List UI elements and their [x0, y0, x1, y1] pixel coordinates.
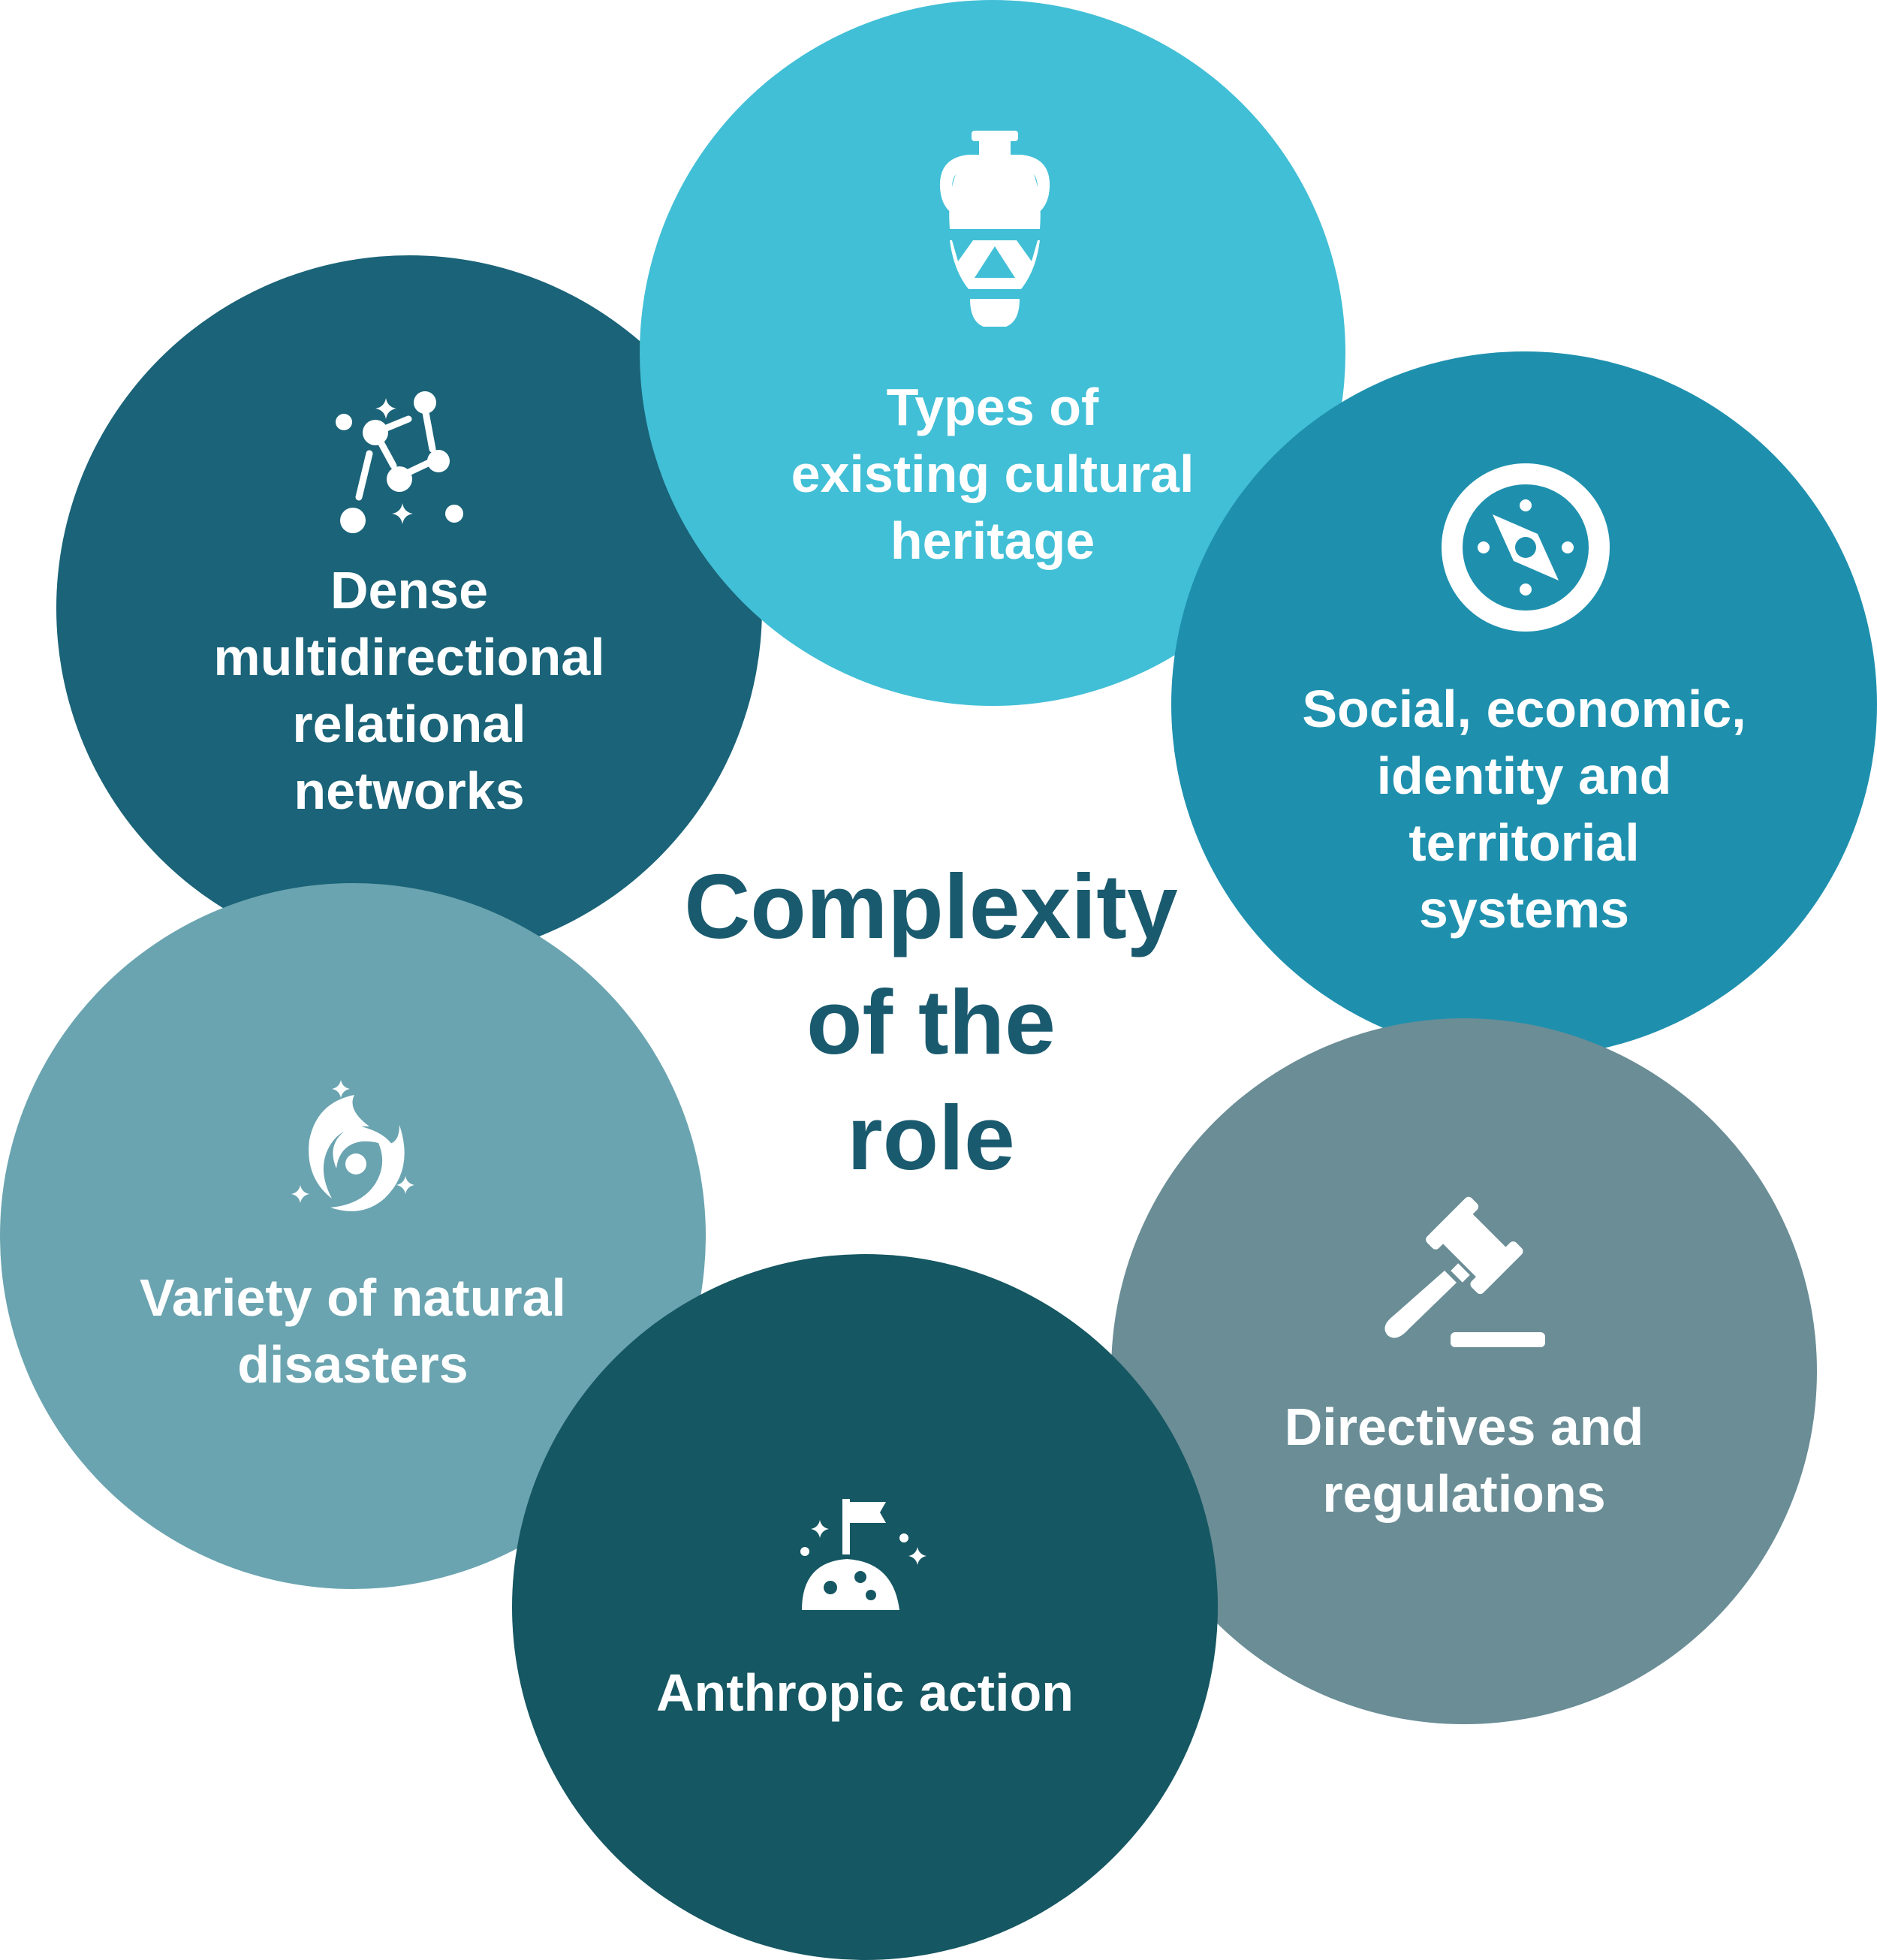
label-line: systems: [1418, 880, 1630, 939]
label-line: Social, economic,: [1302, 680, 1746, 738]
center-title: Complexity of the role: [631, 849, 1231, 1196]
node-circle-directives: [1111, 1018, 1817, 1724]
gavel-icon: [1378, 1196, 1551, 1353]
compass-icon: [1440, 462, 1611, 633]
label-line: disasters: [237, 1335, 468, 1394]
center-title-line: of the: [806, 971, 1056, 1073]
label-line: heritage: [890, 511, 1095, 570]
label-cultural-heritage: Types of existing cultural heritage: [676, 374, 1309, 574]
constellation-icon: [330, 383, 488, 541]
center-title-line: Complexity: [684, 855, 1178, 957]
label-line: multidirectional: [213, 628, 605, 686]
label-line: networks: [294, 761, 525, 820]
label-directives: Directives and regulations: [1149, 1394, 1779, 1527]
label-anthropic-action: Anthropic action: [548, 1660, 1182, 1726]
label-line: Variety of natural: [140, 1268, 566, 1327]
label-line: territorial: [1409, 813, 1640, 872]
label-social-systems: Social, economic, identity and territori…: [1209, 676, 1839, 943]
label-line: Directives and: [1284, 1398, 1644, 1456]
center-title-line: role: [847, 1087, 1015, 1189]
label-line: Dense: [330, 561, 489, 620]
hurricane-icon: [287, 1080, 422, 1223]
label-line: Types of: [886, 378, 1099, 436]
label-dense-networks: Dense multidirectional relational networ…: [98, 557, 721, 825]
label-line: regulations: [1322, 1464, 1606, 1523]
label-natural-disasters: Variety of natural disasters: [30, 1265, 676, 1398]
amphora-icon: [931, 128, 1059, 330]
label-line: identity and: [1376, 746, 1672, 805]
label-line: existing cultural: [791, 445, 1195, 503]
label-line: Anthropic action: [655, 1663, 1074, 1722]
moon-flag-icon: [797, 1499, 932, 1612]
label-line: relational: [292, 695, 526, 753]
